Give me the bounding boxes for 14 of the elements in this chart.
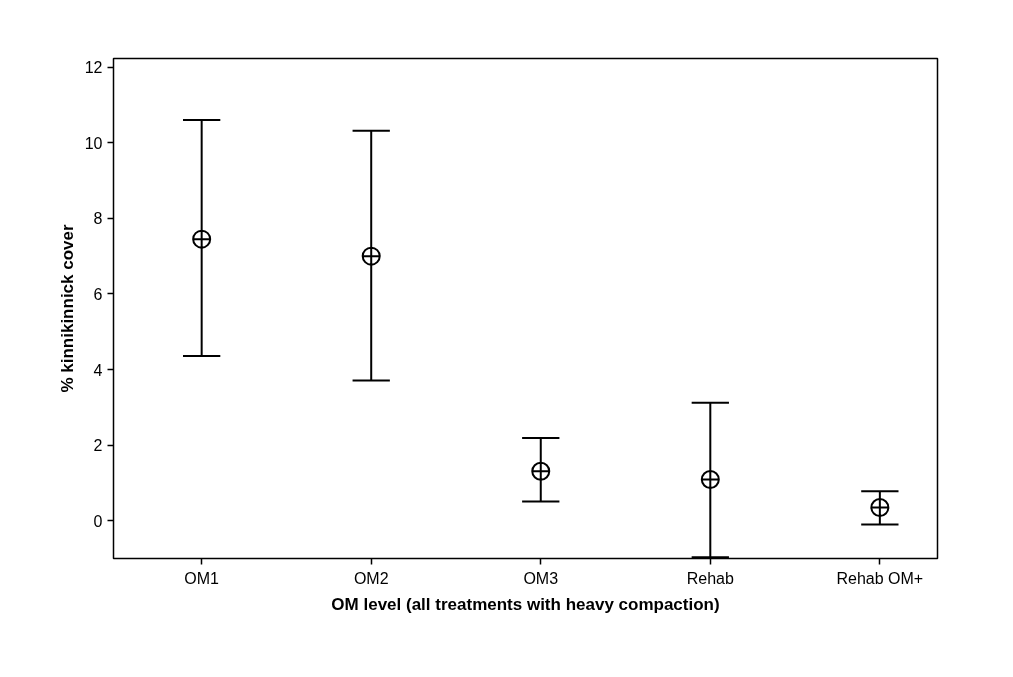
- y-tick-label: 12: [84, 59, 103, 77]
- y-tick-label: 6: [93, 285, 103, 303]
- y-tick-label: 10: [84, 134, 103, 152]
- x-tick-label: Rehab: [686, 569, 734, 587]
- x-tick-label: OM1: [184, 569, 220, 587]
- y-tick-label: 4: [93, 361, 103, 379]
- y-tick-label: 8: [93, 210, 103, 228]
- y-tick-label: 0: [93, 512, 103, 530]
- x-tick-label: Rehab OM+: [836, 569, 924, 587]
- x-tick-label: OM2: [353, 569, 389, 587]
- x-tick-label: OM3: [523, 569, 559, 587]
- y-axis-title: % kinnikinnick cover: [57, 224, 77, 393]
- y-tick-label: 2: [93, 437, 103, 455]
- x-axis-title: OM level (all treatments with heavy compaction): [331, 594, 720, 614]
